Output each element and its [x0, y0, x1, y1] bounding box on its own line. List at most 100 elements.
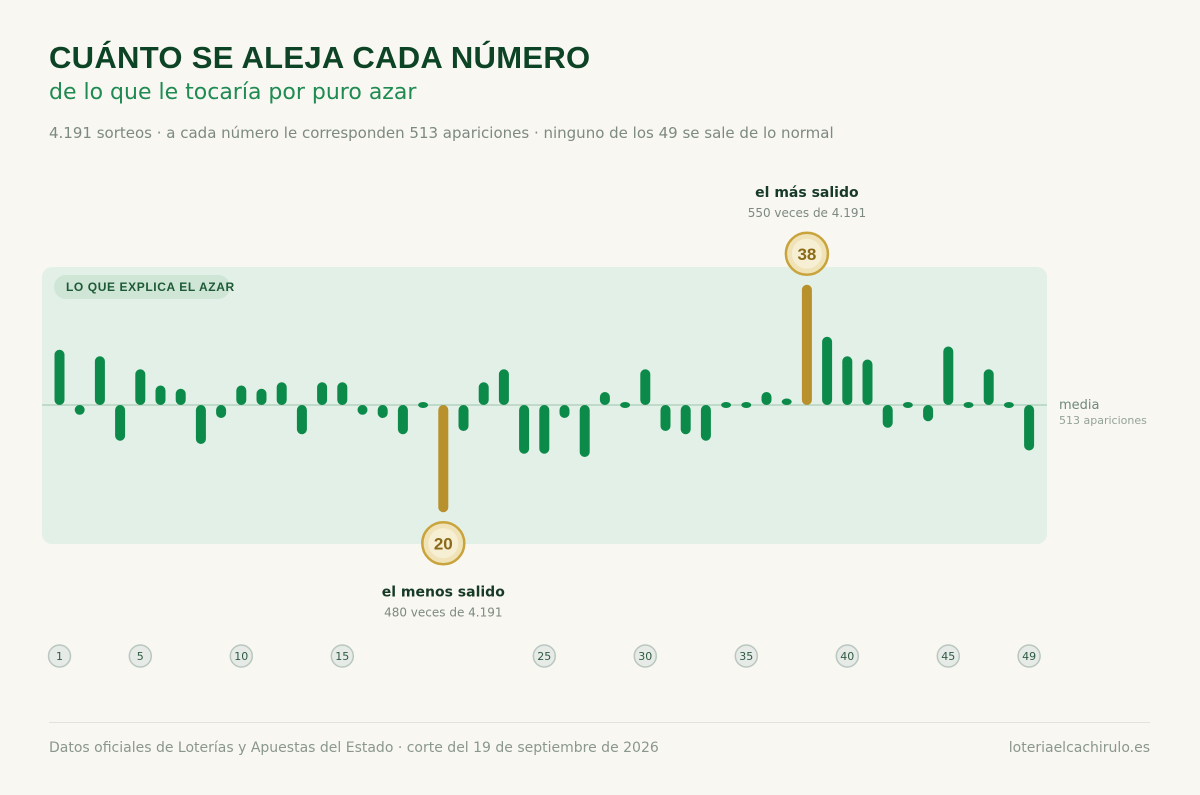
- footer-site-link[interactable]: loteriaelcachirulo.es: [1008, 740, 1150, 756]
- tick-label: 5: [137, 650, 144, 663]
- chart-subtitle: de lo que le tocaría por puro azar: [49, 80, 417, 105]
- chance-band-pill: [54, 275, 230, 299]
- bar-25: [539, 405, 550, 454]
- tick-ball-icon: [633, 644, 658, 668]
- bar-42: [882, 405, 893, 428]
- ball-20-inner: [428, 528, 459, 559]
- tick-label: 45: [941, 650, 955, 663]
- bar-15: [337, 382, 348, 405]
- bar-46: [963, 402, 974, 408]
- tick-label: 10: [234, 650, 248, 663]
- bar-27: [579, 405, 590, 457]
- highlight-38: 38 el más salido 550 veces de 4.191: [748, 185, 866, 276]
- ball-20-number: 20: [434, 534, 453, 553]
- bar-9: [216, 405, 227, 418]
- bar-28: [599, 392, 610, 405]
- bar-48: [1003, 402, 1014, 408]
- bar-32: [680, 405, 691, 435]
- bar-7: [175, 388, 186, 405]
- tick-ball-icon: [229, 644, 254, 668]
- ball-38-number: 38: [797, 245, 816, 264]
- tick-label: 30: [638, 650, 652, 663]
- bar-11: [256, 388, 267, 405]
- tick-label: 1: [56, 650, 63, 663]
- highlight-label: el menos salido: [382, 584, 505, 600]
- bar-17: [377, 405, 388, 418]
- tick-ball-45: 45: [936, 644, 961, 668]
- mean-label: media: [1059, 398, 1100, 413]
- deviation-bar-chart: LO QUE EXPLICA EL AZAR media 513 aparici…: [42, 185, 1147, 668]
- tick-label: 25: [537, 650, 551, 663]
- highlight-20: 20 el menos salido 480 veces de 4.191: [382, 521, 505, 619]
- bar-29: [620, 402, 631, 408]
- tick-ball-10: 10: [229, 644, 254, 668]
- tick-ball-49: 49: [1017, 644, 1041, 668]
- bar-40: [842, 356, 853, 405]
- bar-3: [94, 356, 105, 405]
- bars-group: [54, 284, 1035, 513]
- tick-ball-icon: [47, 644, 72, 668]
- tick-ball-15: 15: [330, 644, 355, 668]
- ball-38-inner: [791, 238, 822, 269]
- bar-22: [478, 382, 489, 405]
- tick-ball-icon: [835, 644, 860, 668]
- tick-label: 35: [739, 650, 753, 663]
- tick-label: 40: [840, 650, 854, 663]
- bar-6: [155, 385, 166, 405]
- bar-10: [236, 385, 247, 405]
- footer-source: Datos oficiales de Loterías y Apuestas d…: [49, 740, 659, 756]
- bar-47: [983, 369, 994, 405]
- bar-23: [498, 369, 509, 405]
- bar-34: [721, 402, 732, 408]
- mean-sublabel: 513 apariciones: [1059, 414, 1147, 427]
- chart-note: 4.191 sorteos · a cada número le corresp…: [49, 124, 834, 142]
- highlight-sublabel: 550 veces de 4.191: [748, 206, 866, 220]
- tick-ball-icon: [936, 644, 961, 668]
- bar-8: [195, 405, 206, 444]
- bar-33: [700, 405, 711, 441]
- bar-37: [781, 398, 792, 405]
- bar-12: [276, 382, 287, 405]
- bar-14: [317, 382, 328, 405]
- tick-ball-5: 5: [128, 644, 153, 668]
- bar-18: [397, 405, 408, 435]
- tick-ball-25: 25: [532, 644, 557, 668]
- tick-ball-35: 35: [734, 644, 759, 668]
- tick-ball-icon: [128, 644, 153, 668]
- bar-4: [115, 405, 126, 441]
- tick-ball-icon: [734, 644, 759, 668]
- tick-ball-40: 40: [835, 644, 860, 668]
- bar-38: [801, 284, 812, 405]
- highlight-sublabel: 480 veces de 4.191: [384, 605, 502, 619]
- tick-label: 15: [335, 650, 349, 663]
- tick-ball-icon: [330, 644, 355, 668]
- tick-ball-icon: [532, 644, 557, 668]
- bar-24: [519, 405, 530, 454]
- tick-ball-30: 30: [633, 644, 658, 668]
- bar-19: [418, 402, 429, 408]
- bar-35: [741, 402, 752, 408]
- bar-39: [822, 336, 833, 405]
- bar-2: [74, 405, 85, 415]
- bar-26: [559, 405, 570, 418]
- x-axis-ticks: 1 5 10 15 25 30 35 40 45 49: [47, 644, 1041, 668]
- chart-title: CUÁNTO SE ALEJA CADA NÚMERO: [49, 40, 591, 75]
- bar-5: [135, 369, 146, 405]
- tick-label: 49: [1022, 650, 1036, 663]
- bar-30: [640, 369, 651, 405]
- highlights-group: 38 el más salido 550 veces de 4.191 20 el me…: [382, 185, 866, 620]
- footer-divider: [49, 722, 1150, 723]
- bar-1: [54, 349, 65, 405]
- bar-31: [660, 405, 671, 431]
- bar-43: [902, 402, 913, 408]
- bar-13: [296, 405, 307, 435]
- tick-ball-1: 1: [47, 644, 72, 668]
- bar-21: [458, 405, 469, 431]
- highlight-label: el más salido: [755, 185, 859, 201]
- bar-16: [357, 405, 368, 415]
- bar-20: [438, 405, 449, 513]
- bar-45: [943, 346, 954, 405]
- chance-band-label: LO QUE EXPLICA EL AZAR: [66, 280, 235, 294]
- bar-36: [761, 392, 772, 405]
- bar-49: [1024, 405, 1035, 451]
